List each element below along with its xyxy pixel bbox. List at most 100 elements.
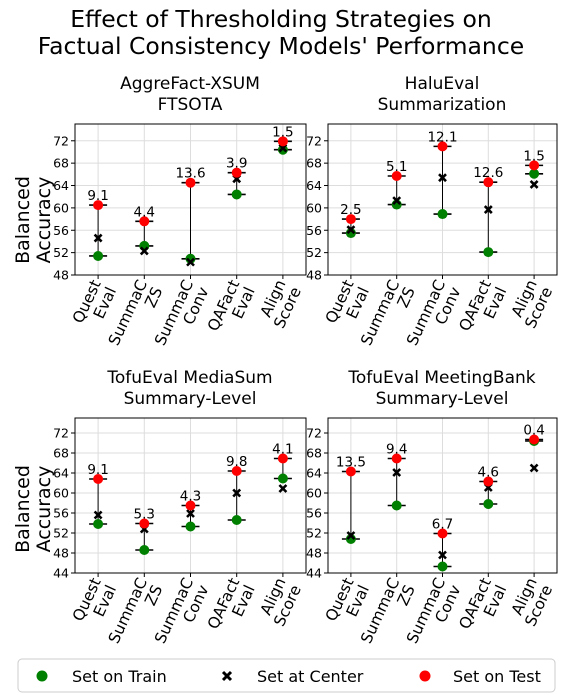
y-tick-label: 56	[53, 506, 69, 521]
gap-annotation: 9.8	[226, 454, 247, 470]
gap-annotation: 4.1	[272, 442, 293, 458]
point-train	[529, 168, 540, 179]
point-test	[345, 466, 356, 477]
point-test	[139, 518, 150, 529]
legend-marker-test	[419, 670, 431, 682]
range-group: 13.5	[336, 455, 366, 544]
point-center	[346, 225, 356, 235]
gap-annotation: 4.3	[180, 489, 201, 505]
panel-title-line1: HaluEval	[405, 74, 480, 94]
figure-title-line2: Factual Consistency Models' Performance	[38, 32, 524, 60]
y-tick-label: 68	[306, 446, 322, 461]
y-axis-label-line2: Accuracy	[33, 177, 55, 264]
point-test	[185, 500, 196, 511]
chart-panel-4: TofuEval MeetingBank Summary-Level 44 48 5…	[306, 368, 558, 653]
y-tick-label: 44	[306, 566, 322, 581]
chart-panel-2: HaluEval Summarization 48525660646872Que…	[306, 74, 558, 355]
point-train	[231, 515, 242, 525]
x-tick-label: QAFactEval	[204, 575, 259, 639]
point-train	[93, 250, 104, 261]
gap-annotation: 13.5	[336, 455, 366, 471]
point-train	[483, 247, 494, 258]
panel-title-line1: TofuEval MeetingBank	[347, 368, 535, 388]
plot-area: 48525660646872QuestEvalSummaCZSSummaCCon…	[53, 123, 307, 355]
point-test	[529, 434, 540, 445]
point-center	[139, 246, 149, 256]
y-tick-label: 68	[306, 156, 322, 171]
x-tick-label: SummaCConv	[403, 575, 464, 653]
y-tick-label: 44	[53, 566, 69, 581]
figure-title-line1: Effect of Thresholding Strategies on	[70, 5, 492, 33]
y-tick-label: 52	[306, 245, 322, 260]
gap-annotation: 12.6	[473, 165, 503, 181]
point-center	[392, 468, 402, 477]
panel-title-line2: FTSOTA	[158, 95, 223, 115]
x-tick-label: QAFactEval	[456, 277, 511, 341]
range-group: 12.6	[473, 165, 503, 258]
y-tick-label: 52	[306, 526, 322, 541]
x-tick-label: AlignScore	[255, 277, 305, 331]
gap-annotation: 9.1	[87, 188, 108, 204]
plot-area: 4448525660646872QuestEvalSummaCZSSummaCC…	[306, 417, 558, 653]
point-train	[437, 561, 448, 572]
plot-area: 4448525660646872QuestEvalSummaCZSSummaCC…	[53, 417, 307, 653]
x-tick-label: QAFactEval	[456, 575, 511, 639]
y-tick-label: 68	[53, 156, 69, 171]
y-tick-label: 72	[53, 133, 69, 148]
gap-annotation: 5.1	[386, 159, 407, 175]
point-train	[391, 500, 402, 511]
range-group: 12.1	[427, 129, 458, 220]
y-axis-label-line1: Balanced	[12, 465, 34, 553]
point-test	[345, 214, 356, 225]
range-group: 4.4	[134, 204, 155, 256]
point-train	[185, 521, 196, 532]
x-tick-label: AlignScore	[506, 575, 556, 629]
y-tick-label: 48	[53, 268, 69, 283]
legend: Set on Train Set at Center Set on Test	[17, 658, 556, 693]
range-group: 9.1	[87, 188, 109, 261]
legend-marker-center	[221, 670, 233, 682]
point-center	[93, 510, 103, 520]
panel-title-line1: AggreFact-XSUM	[120, 74, 260, 94]
point-train	[93, 519, 104, 529]
gap-annotation: 3.9	[226, 156, 247, 172]
y-tick-label: 60	[53, 200, 69, 215]
x-tick-label: SummaCConv	[403, 277, 464, 355]
range-group: 1.5	[523, 148, 545, 189]
gap-annotation: 9.4	[386, 442, 407, 458]
point-test	[529, 160, 540, 171]
point-center	[438, 173, 447, 183]
legend-marker-train	[36, 670, 48, 682]
point-center	[346, 531, 356, 540]
y-tick-label: 48	[306, 268, 322, 283]
x-tick-label: SummaCConv	[151, 277, 212, 355]
point-center	[186, 509, 195, 518]
legend-label-train: Set on Train	[72, 667, 167, 686]
range-group: 3.9	[226, 156, 247, 200]
x-tick-label: QAFactEval	[204, 277, 259, 341]
point-test	[277, 453, 288, 464]
gap-annotation: 0.4	[523, 423, 544, 439]
y-tick-label: 72	[306, 426, 322, 441]
x-tick-label: AlignScore	[506, 277, 556, 331]
legend-label-test: Set on Test	[453, 667, 541, 686]
gap-annotation: 9.1	[87, 462, 108, 478]
point-test	[277, 136, 288, 147]
y-tick-label: 60	[306, 486, 322, 501]
point-test	[483, 177, 494, 188]
panel-title-line2: Summarization	[378, 95, 507, 115]
point-center	[392, 196, 402, 206]
y-tick-label: 48	[306, 546, 322, 561]
point-center	[438, 550, 447, 560]
range-group: 6.7	[432, 517, 453, 572]
point-test	[93, 474, 104, 484]
range-group: 13.6	[175, 166, 206, 267]
point-train	[231, 189, 242, 200]
x-tick-label: SummaCConv	[151, 575, 212, 653]
point-center	[186, 257, 195, 267]
point-train	[139, 545, 150, 555]
point-center	[232, 488, 242, 498]
range-group: 9.1	[87, 462, 109, 529]
chart-panel-3: TofuEval MediaSum Summary-Level Balanced…	[12, 368, 307, 653]
